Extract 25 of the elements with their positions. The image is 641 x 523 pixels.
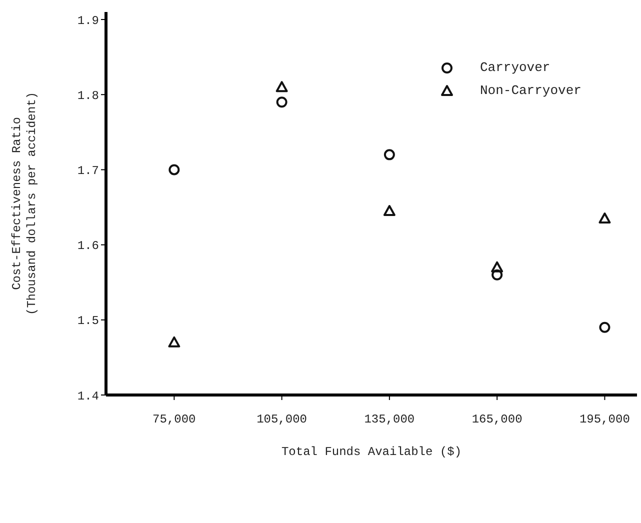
y-tick-label: 1.7: [77, 164, 99, 178]
y-tick-label: 1.6: [77, 239, 99, 254]
point: [168, 164, 180, 176]
x-axis-title: Total Funds Available ($): [281, 445, 462, 459]
legend-label: Carryover: [480, 60, 550, 75]
y-tick-label: 1.8: [77, 88, 99, 103]
x-tick-label: 105,000: [256, 412, 308, 427]
y-tick-label: 1.5: [77, 314, 99, 328]
point: [276, 81, 288, 92]
y-tick-label: 1.4: [77, 389, 99, 404]
point: [168, 336, 180, 348]
point: [491, 261, 504, 272]
point: [276, 96, 288, 108]
point: [492, 269, 503, 280]
x-tick-label: 75,000: [152, 412, 196, 427]
legend-label: Non-Carryover: [480, 83, 582, 98]
point: [598, 212, 611, 224]
y-tick-label: 1.9: [77, 14, 99, 28]
x-tick-label: 165,000: [472, 412, 522, 427]
y-axis-title: Cost-Effectiveness Ratio (Thousand dollars per accident): [10, 92, 39, 316]
point: [599, 322, 610, 333]
x-tick-label: 135,000: [364, 412, 415, 427]
x-tick-label: 195,000: [580, 412, 630, 427]
point: [384, 149, 395, 160]
point: [383, 205, 396, 216]
